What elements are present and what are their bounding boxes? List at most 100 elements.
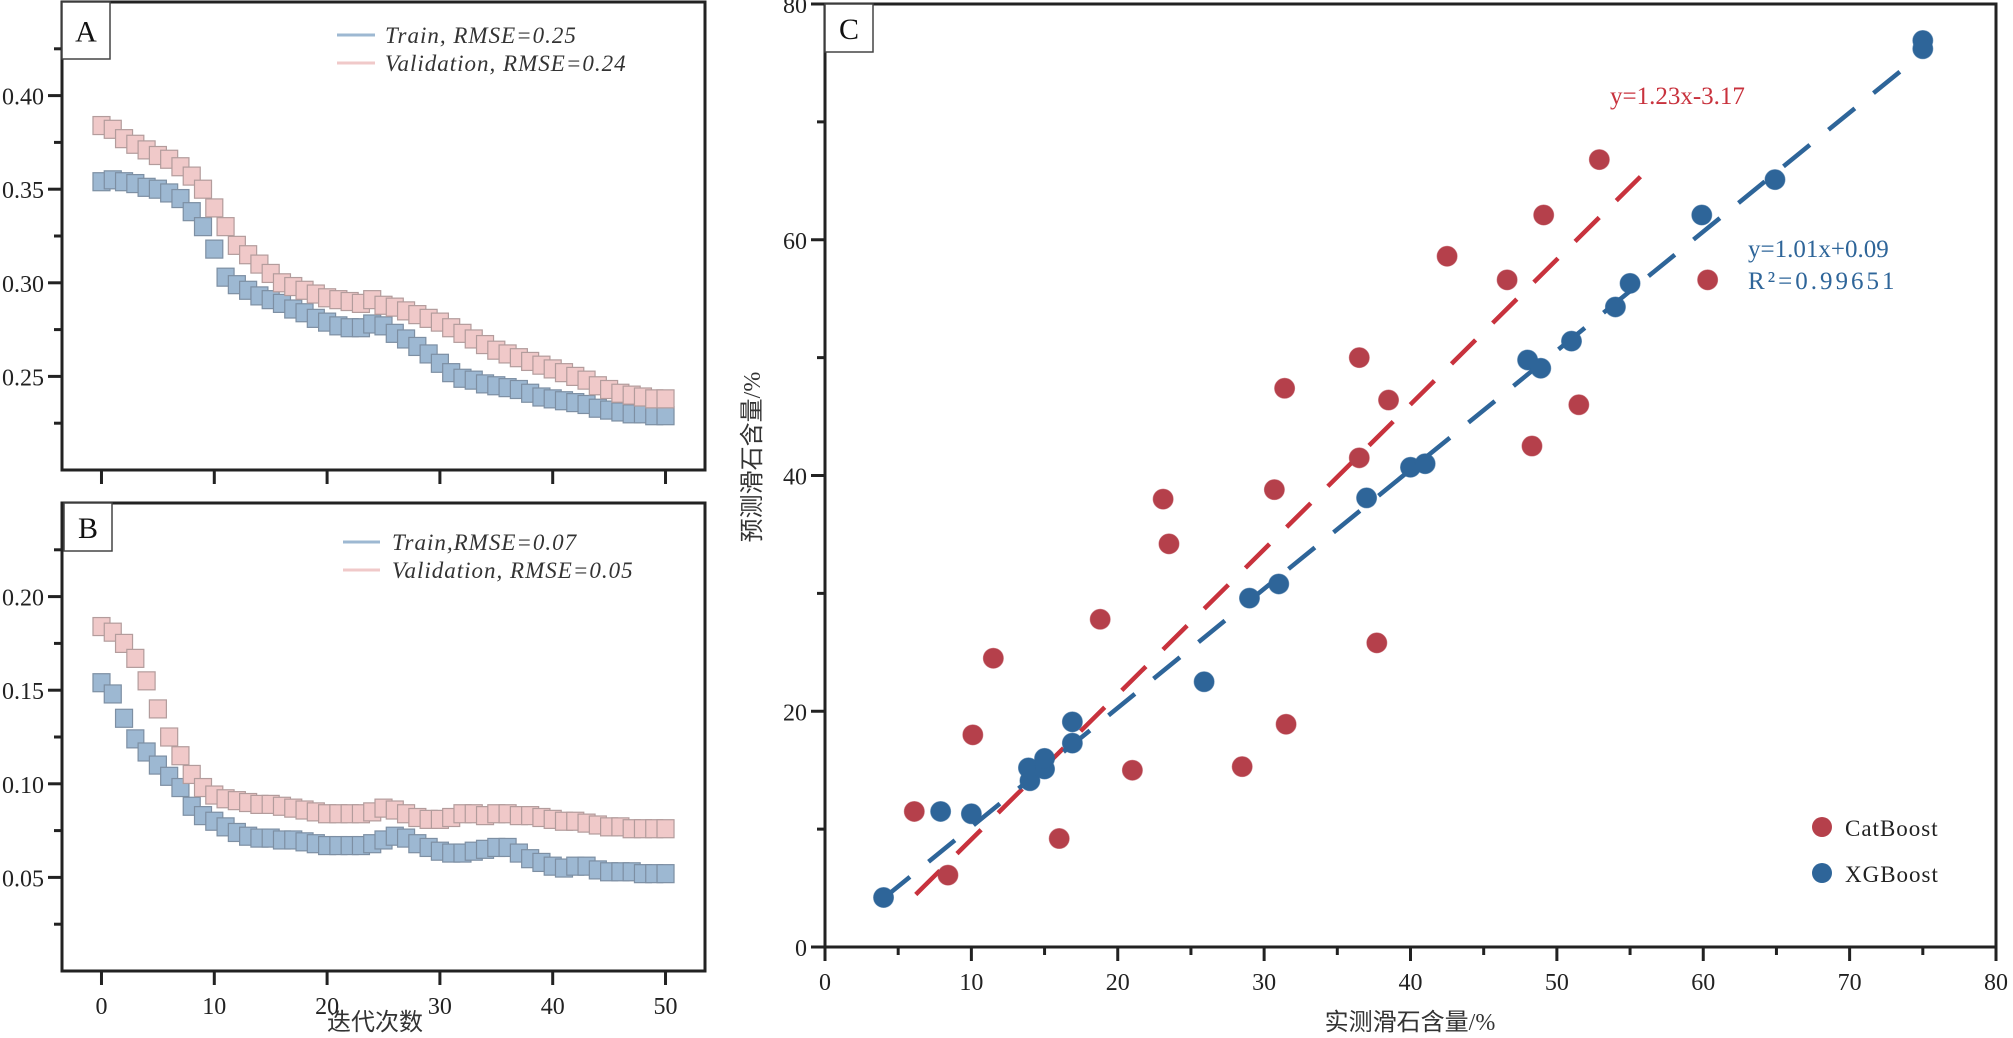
data-point-circle	[1061, 711, 1083, 733]
panel-a-training-curve: 0.25 0.30 0.35 0.40 A Train, RMSE=0.25 Validat…	[2, 0, 707, 484]
x-tick-label: 30	[428, 994, 452, 1020]
data-point-square	[114, 633, 134, 654]
panel-label-box	[63, 502, 113, 552]
data-point-circle	[1034, 747, 1056, 769]
data-point-square	[148, 699, 167, 719]
data-point-circle	[962, 724, 984, 746]
series-validation	[92, 616, 675, 839]
y-tick-label: 0.05	[2, 866, 44, 892]
y-tick-label: 0.40	[2, 85, 44, 111]
legend-label: Validation, RMSE=0.05	[392, 558, 634, 583]
data-point-square	[103, 684, 122, 704]
data-point-circle	[1697, 269, 1719, 291]
panel-label-box	[61, 1, 111, 60]
data-point-circle	[1231, 756, 1253, 778]
legend-label: Validation, RMSE=0.24	[385, 51, 627, 76]
legend-label: Train, RMSE=0.25	[385, 23, 577, 48]
y-tick-label: 0.30	[2, 272, 44, 298]
data-point-circle	[1414, 453, 1436, 475]
panel-label: C	[839, 13, 859, 46]
data-point-circle	[1691, 204, 1713, 226]
legend-marker-catboost	[1812, 817, 1832, 837]
series-catboost	[903, 149, 1719, 886]
data-point-square	[656, 819, 675, 839]
data-point-circle	[1263, 479, 1285, 501]
y-tick-label: 0.20	[2, 586, 44, 612]
data-point-circle	[1348, 347, 1370, 369]
data-point-square	[656, 406, 675, 426]
x-tick-label: 70	[1838, 970, 1862, 996]
data-point-circle	[1356, 487, 1378, 509]
y-axis-title: 预测滑石含量/%	[739, 372, 766, 543]
panel-b-training-curve: 0.05 0.10 0.15 0.20 0 10 20 30 40 50 B 迭代次数 Train,RM…	[2, 501, 707, 1036]
data-point-square	[205, 198, 224, 218]
data-point-square	[216, 217, 235, 237]
x-tick-label: 0	[819, 970, 831, 996]
r-squared-xgboost: R²=0.99651	[1748, 268, 1898, 295]
data-point-circle	[1378, 389, 1400, 411]
y-tick-label: 0.25	[2, 365, 44, 391]
data-point-circle	[1533, 204, 1555, 226]
x-tick-label: 50	[1545, 970, 1569, 996]
data-point-square	[126, 648, 145, 668]
fit-line-xgboost	[882, 47, 1929, 901]
series-train	[92, 170, 675, 426]
data-point-square	[656, 389, 675, 409]
data-point-circle	[1764, 169, 1786, 191]
data-point-circle	[1619, 272, 1641, 294]
data-point-circle	[960, 803, 982, 825]
x-tick-label: 20	[315, 994, 339, 1020]
x-axis-title: 迭代次数	[327, 1009, 423, 1036]
panel-label: B	[78, 512, 98, 545]
y-tick-label: 20	[783, 700, 807, 726]
panel-label-box	[824, 3, 874, 53]
data-point-circle	[903, 800, 925, 822]
data-point-circle	[1268, 573, 1290, 595]
data-point-circle	[1152, 488, 1174, 510]
data-point-circle	[1568, 394, 1590, 416]
data-point-square	[114, 708, 134, 728]
x-tick-label: 40	[1399, 970, 1423, 996]
data-point-circle	[1521, 435, 1543, 457]
data-point-circle	[1238, 587, 1260, 609]
x-axis-title: 实测滑石含量/%	[1325, 1009, 1496, 1036]
series-xgboost	[873, 30, 1934, 908]
x-tick-label: 30	[1252, 970, 1276, 996]
x-tick-label: 50	[654, 994, 678, 1020]
legend-label: CatBoost	[1845, 816, 1939, 841]
data-point-circle	[1348, 447, 1370, 469]
x-tick-label: 40	[541, 994, 565, 1020]
data-point-circle	[873, 886, 895, 908]
data-point-square	[160, 727, 179, 747]
data-point-circle	[1274, 377, 1296, 399]
legend-label: Train,RMSE=0.07	[392, 530, 578, 555]
series-train	[92, 673, 675, 884]
fit-equation-catboost: y=1.23x-3.17	[1610, 83, 1745, 110]
data-point-circle	[930, 800, 952, 822]
data-point-circle	[982, 647, 1004, 669]
x-tick-label: 10	[202, 994, 226, 1020]
y-tick-label: 0	[795, 936, 807, 962]
data-point-circle	[1048, 828, 1070, 850]
y-tick-label: 40	[783, 465, 807, 491]
x-tick-label: 60	[1691, 970, 1715, 996]
data-point-circle	[937, 864, 959, 886]
data-point-circle	[1496, 269, 1518, 291]
data-point-circle	[1588, 149, 1610, 171]
fit-equation-xgboost: y=1.01x+0.09	[1748, 236, 1889, 263]
data-point-circle	[1061, 732, 1083, 754]
y-tick-label: 0.10	[2, 773, 44, 799]
data-point-circle	[1912, 38, 1934, 60]
data-point-circle	[1604, 296, 1626, 318]
y-tick-label: 0.35	[2, 178, 44, 204]
data-point-circle	[1436, 245, 1458, 267]
data-point-circle	[1121, 759, 1143, 781]
x-tick-label: 0	[95, 994, 107, 1020]
data-point-square	[193, 179, 213, 199]
data-point-circle	[1530, 357, 1552, 379]
data-point-circle	[1366, 632, 1388, 654]
data-point-square	[193, 217, 213, 237]
data-point-square	[182, 202, 201, 222]
data-point-circle	[1275, 713, 1297, 735]
data-point-circle	[1089, 608, 1111, 630]
